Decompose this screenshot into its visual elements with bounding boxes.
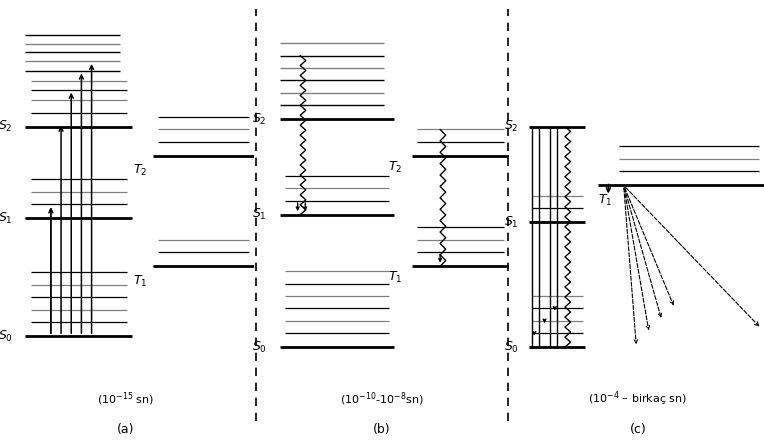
Text: (c): (c) — [630, 423, 646, 436]
Text: $S_0$: $S_0$ — [0, 329, 12, 344]
Text: $S_1$: $S_1$ — [0, 211, 12, 226]
Text: $(10^{-10}$-$10^{-8}$sn): $(10^{-10}$-$10^{-8}$sn) — [340, 390, 424, 408]
Text: $T_2$: $T_2$ — [133, 163, 147, 178]
Text: $S_2$: $S_2$ — [0, 119, 12, 134]
Text: $(10^{-15}$ sn): $(10^{-15}$ sn) — [98, 390, 154, 408]
Text: $S_0$: $S_0$ — [252, 340, 267, 355]
Text: (a): (a) — [118, 423, 134, 436]
Text: $S_2$: $S_2$ — [252, 112, 267, 127]
Text: (b): (b) — [373, 423, 391, 436]
Text: $T_2$: $T_2$ — [387, 159, 402, 175]
Text: $T_1$: $T_1$ — [133, 273, 147, 288]
Text: $T_1$: $T_1$ — [387, 270, 402, 285]
Text: $(10^{-4}$ – birkaç sn): $(10^{-4}$ – birkaç sn) — [588, 389, 688, 408]
Text: $S_0$: $S_0$ — [504, 340, 519, 355]
Text: $S_1$: $S_1$ — [252, 207, 267, 222]
Text: $S_2$: $S_2$ — [504, 119, 519, 134]
Text: $T_1$: $T_1$ — [598, 193, 613, 208]
Text: $S_1$: $S_1$ — [504, 214, 519, 229]
